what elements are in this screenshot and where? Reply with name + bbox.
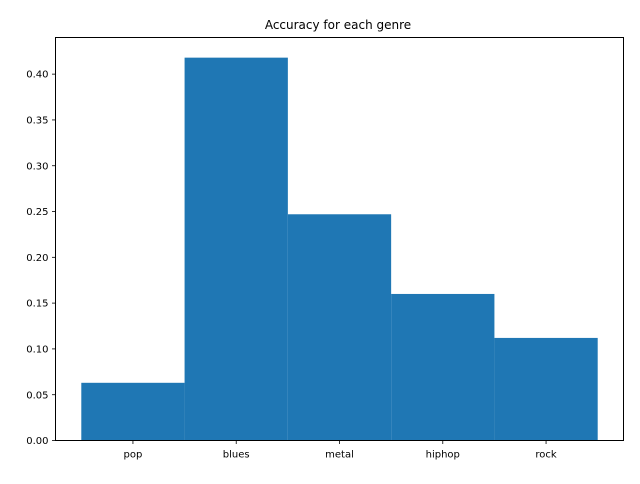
bars-layer (81, 57, 598, 441)
y-tick-label: 0.40 (26, 70, 48, 81)
chart-title: Accuracy for each genre (265, 18, 411, 32)
bar-metal (287, 214, 392, 441)
y-tick-label: 0.35 (26, 116, 48, 127)
y-axis: 0.00 0.05 0.10 0.15 0.20 0.25 0.30 0.35 0.40 (26, 70, 56, 447)
bar-blues (184, 57, 288, 441)
bar-pop (81, 382, 185, 441)
x-tick-label-blues: blues (223, 450, 250, 461)
bar-hiphop (391, 293, 495, 441)
y-tick-label: 0.00 (26, 436, 48, 447)
y-tick-label: 0.10 (26, 345, 48, 356)
y-tick-label: 0.05 (26, 390, 48, 401)
x-tick-label-metal: metal (325, 450, 354, 461)
x-tick-label-hiphop: hiphop (426, 450, 460, 461)
y-tick-label: 0.25 (26, 207, 48, 218)
x-tick-label-pop: pop (124, 450, 143, 461)
plot-frame (55, 37, 624, 441)
y-tick-label: 0.20 (26, 253, 48, 264)
bar-rock (494, 337, 598, 441)
x-axis: pop blues metal hiphop rock (124, 440, 557, 461)
y-tick-label: 0.30 (26, 161, 48, 172)
y-tick-label: 0.15 (26, 299, 48, 310)
x-tick-label-rock: rock (535, 450, 557, 461)
